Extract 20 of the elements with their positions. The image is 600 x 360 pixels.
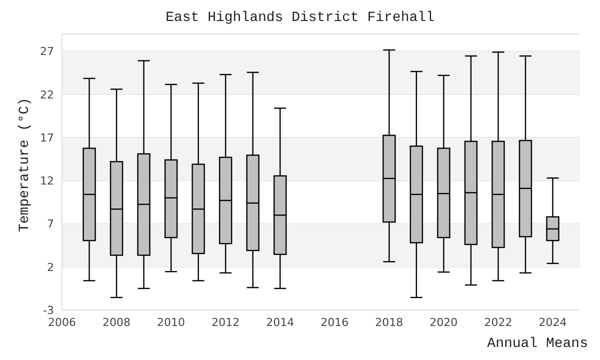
x-tick-label: 2008 [102,316,131,329]
y-tick-label: 2 [47,260,54,274]
x-tick-label: 2022 [484,316,512,329]
x-tick-label: 2016 [320,316,349,329]
y-axis-title: Temperature (°C) [16,98,33,232]
x-tick-label: 2012 [212,316,240,329]
x-tick-label: 2020 [430,316,458,329]
y-tick-label: 22 [40,88,54,102]
y-tick-label: -3 [43,304,54,317]
x-tick-label: 2010 [157,316,186,329]
x-tick-label: 2014 [266,316,294,329]
y-tick-label: 27 [40,45,54,58]
x-tick-label: 2018 [375,316,404,329]
x-tick-label: 2006 [48,316,76,329]
y-tick-label: 7 [47,218,54,231]
chart-title: East Highlands District Firehall [164,10,436,26]
y-tick-label: 17 [40,131,54,144]
x-tick-label: 2024 [538,316,567,329]
x-axis-title: Annual Means [487,336,588,352]
y-tick-label: 12 [40,174,54,188]
